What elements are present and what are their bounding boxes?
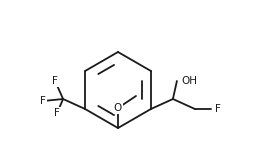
Text: F: F xyxy=(52,76,58,86)
Text: F: F xyxy=(40,96,46,106)
Text: F: F xyxy=(54,108,60,118)
Text: OH: OH xyxy=(181,76,197,86)
Text: O: O xyxy=(114,103,122,113)
Text: F: F xyxy=(215,104,221,114)
